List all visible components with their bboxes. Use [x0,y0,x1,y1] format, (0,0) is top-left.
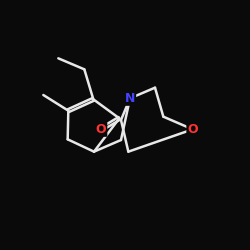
Text: O: O [96,123,106,136]
Text: O: O [187,123,198,136]
Text: N: N [125,92,135,105]
